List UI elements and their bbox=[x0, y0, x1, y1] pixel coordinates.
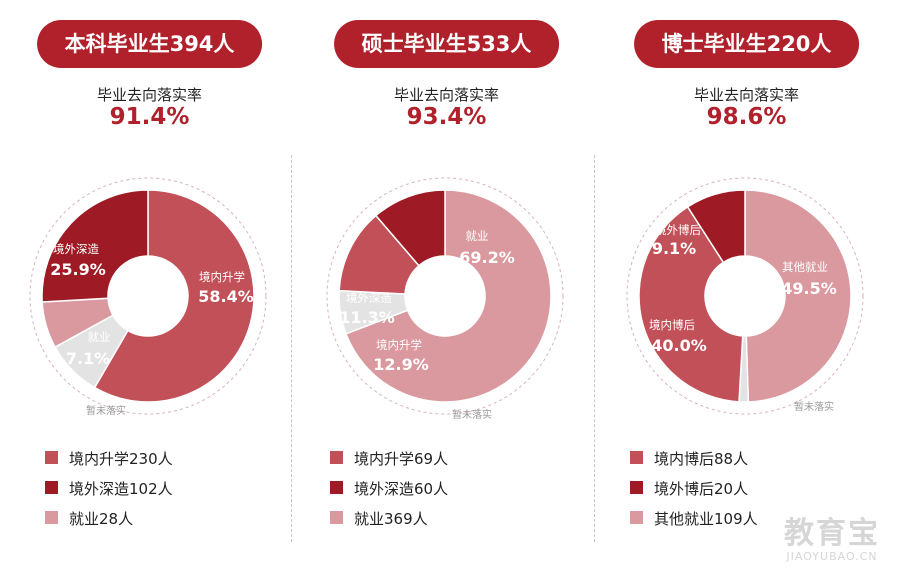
chart-master: 硕士毕业生533人 毕业去向落实率 93.4% 就业 69.2% 暂未落实 境内升学 1… bbox=[297, 0, 596, 577]
legend-swatch bbox=[45, 511, 58, 524]
donut-chart: 境内升学 58.4% 暂未落实 就业 7.1% 境外深造 25.9% bbox=[29, 177, 267, 417]
slice-境内升学 bbox=[93, 189, 255, 403]
slice-label-unplaced: 暂未落实 bbox=[452, 408, 492, 421]
legend-swatch bbox=[330, 481, 343, 494]
chart-title: 本科毕业生394人 bbox=[36, 20, 263, 68]
slice-就业 bbox=[344, 189, 552, 403]
legend-swatch bbox=[45, 481, 58, 494]
legend-label: 境内升学69人 bbox=[354, 450, 449, 468]
slice-name-label: 境外深造 bbox=[346, 291, 392, 305]
legend-label: 其他就业109人 bbox=[654, 510, 758, 528]
placement-rate: 91.4% bbox=[109, 104, 190, 130]
chart-doctoral: 博士毕业生220人 毕业去向落实率 98.6% 其他就业 49.5% 暂未落实 境内博… bbox=[597, 0, 896, 577]
donut-chart: 其他就业 49.5% 暂未落实 境内博后 40.0% 境外博后 9.1% bbox=[626, 177, 864, 415]
slice-其他就业 bbox=[744, 189, 852, 403]
slice-value-label: 7.1% bbox=[66, 349, 110, 368]
chart-subtitle: 毕业去向落实率 bbox=[96, 86, 202, 104]
slice-境外深造 bbox=[41, 189, 149, 303]
slice-value-label: 58.4% bbox=[198, 287, 254, 306]
slice-value-label: 40.0% bbox=[651, 336, 707, 355]
outer-dashed-ring bbox=[29, 177, 267, 415]
chart-subtitle: 毕业去向落实率 bbox=[393, 86, 499, 104]
chart-title: 硕士毕业生533人 bbox=[333, 20, 560, 68]
slice-name-label: 就业 bbox=[88, 330, 111, 344]
legend-label: 境内博后88人 bbox=[654, 450, 749, 468]
slice-value-label: 49.5% bbox=[781, 279, 837, 298]
legend-swatch bbox=[330, 451, 343, 464]
outer-dashed-ring bbox=[626, 177, 864, 415]
slice-name-label: 境内升学 bbox=[376, 338, 422, 352]
slice-value-label: 69.2% bbox=[459, 248, 515, 267]
slice-name-label: 境外深造 bbox=[53, 242, 99, 256]
donut-chart: 就业 69.2% 暂未落实 境内升学 12.9% 境外深造 11.3% bbox=[326, 177, 564, 421]
slice-name-label: 境内升学 bbox=[199, 270, 245, 284]
slice-value-label: 9.1% bbox=[652, 239, 696, 258]
slice-name-label: 境内博后 bbox=[649, 318, 695, 332]
legend-swatch bbox=[45, 451, 58, 464]
watermark-text: 教育宝 bbox=[784, 516, 880, 551]
slice-value-label: 12.9% bbox=[373, 355, 429, 374]
legend-label: 境外博后20人 bbox=[654, 480, 749, 498]
slice-value-label: 11.3% bbox=[339, 308, 395, 327]
column-divider bbox=[291, 155, 292, 542]
slice-value-label: 25.9% bbox=[50, 260, 106, 279]
column-divider bbox=[594, 155, 595, 542]
legend-label: 境外深造60人 bbox=[354, 480, 449, 498]
slice-境内博后 bbox=[638, 205, 744, 403]
watermark-logo: 教育宝 JIAOYUBAO.CN bbox=[784, 516, 880, 564]
chart-undergraduate: 本科毕业生394人 毕业去向落实率 91.4% 境内升学 58.4% 暂未落实 就业 7… bbox=[0, 0, 299, 577]
legend-swatch bbox=[630, 481, 643, 494]
placement-rate: 98.6% bbox=[706, 104, 787, 130]
chart-title: 博士毕业生220人 bbox=[633, 20, 860, 68]
legend-label: 就业28人 bbox=[69, 510, 134, 528]
slice-name-label: 其他就业 bbox=[782, 260, 828, 274]
slice-label-unplaced: 暂未落实 bbox=[86, 404, 126, 417]
legend-swatch bbox=[630, 511, 643, 524]
legend-label: 就业369人 bbox=[354, 510, 428, 528]
slice-境外博后 bbox=[686, 189, 746, 264]
slice-name-label: 就业 bbox=[466, 229, 489, 243]
legend-label: 境内升学230人 bbox=[69, 450, 173, 468]
slice-name-label: 境外博后 bbox=[655, 223, 701, 237]
legend-label: 境外深造102人 bbox=[69, 480, 173, 498]
chart-subtitle: 毕业去向落实率 bbox=[693, 86, 799, 104]
legend-swatch bbox=[630, 451, 643, 464]
legend-swatch bbox=[330, 511, 343, 524]
placement-rate: 93.4% bbox=[406, 104, 487, 130]
watermark-url: JIAOYUBAO.CN bbox=[786, 550, 878, 563]
outer-dashed-ring bbox=[326, 177, 564, 415]
slice-境外深造 bbox=[374, 189, 446, 267]
slice-label-unplaced: 暂未落实 bbox=[794, 400, 834, 413]
